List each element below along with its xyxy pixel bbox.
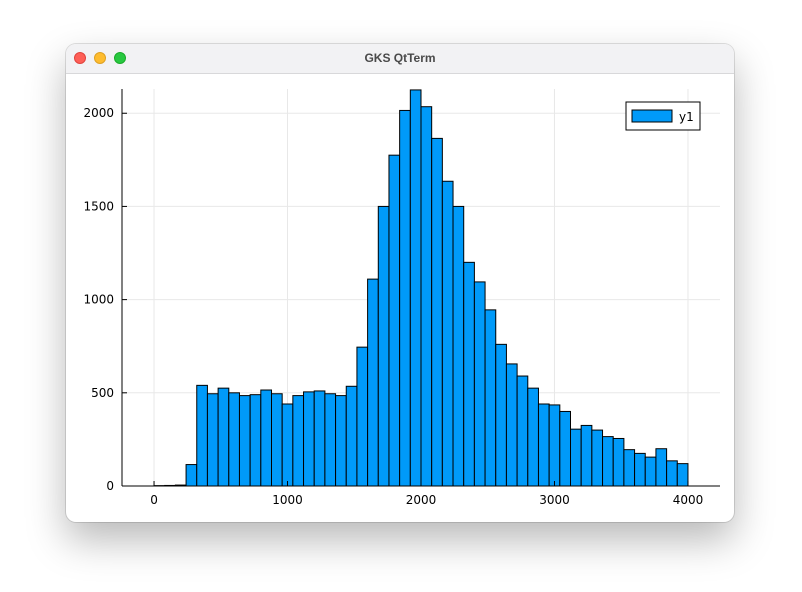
- histogram-bar: [206, 393, 219, 487]
- histogram-bar: [431, 137, 443, 487]
- histogram-bar: [335, 395, 347, 487]
- y-tick-label: 2000: [83, 106, 114, 120]
- histogram-bar: [367, 278, 379, 487]
- x-tick-label: 4000: [673, 493, 704, 507]
- histogram-bar: [217, 387, 230, 487]
- histogram-bar: [602, 436, 614, 487]
- histogram-bar: [516, 375, 529, 487]
- histogram-bar: [324, 393, 337, 487]
- minimize-button[interactable]: [94, 52, 106, 64]
- histogram-bar: [484, 309, 497, 487]
- histogram-bar: [196, 384, 208, 487]
- histogram-bar: [303, 391, 315, 487]
- histogram-bar: [473, 281, 486, 487]
- histogram-bar: [548, 404, 561, 487]
- histogram-bar: [399, 109, 411, 487]
- histogram-bar: [505, 363, 518, 487]
- histogram-bar: [666, 460, 678, 487]
- x-tick-label: 3000: [539, 493, 570, 507]
- histogram-bar: [356, 346, 369, 487]
- x-tick-label: 0: [150, 493, 158, 507]
- histogram-bar: [655, 448, 668, 487]
- legend-label: y1: [679, 110, 694, 124]
- histogram-bar: [634, 452, 646, 487]
- histogram-bar: [580, 424, 593, 487]
- histogram-bar: [537, 403, 550, 487]
- histogram-bar: [441, 180, 454, 487]
- histogram-bar: [676, 463, 689, 487]
- y-tick-label: 0: [106, 479, 114, 493]
- histogram-bar: [527, 387, 539, 487]
- y-tick-label: 1000: [83, 293, 114, 307]
- y-tick-label: 1500: [83, 199, 114, 213]
- histogram-bar: [313, 390, 326, 487]
- histogram-bar: [260, 389, 272, 487]
- histogram-bar: [644, 456, 657, 487]
- x-tick-label: 1000: [272, 493, 303, 507]
- histogram-bar: [463, 261, 475, 487]
- histogram-bar: [591, 429, 604, 487]
- histogram-chart: 0 1000 2000 3000 4000 0 500 1000 1500 2000 y1: [83, 89, 720, 507]
- histogram-bar: [612, 437, 625, 487]
- histogram-bar: [271, 393, 283, 487]
- histogram-bar: [228, 392, 240, 487]
- histogram-bar: [185, 464, 198, 487]
- histogram-bar: [292, 395, 305, 487]
- histogram-bar: [388, 154, 401, 487]
- histogram-bar: [452, 205, 465, 487]
- histogram-bar: [238, 395, 251, 487]
- close-button[interactable]: [74, 52, 86, 64]
- histogram-bar: [281, 403, 294, 487]
- histogram-bar: [420, 106, 433, 487]
- x-tick-label: 2000: [406, 493, 437, 507]
- legend-swatch: [631, 109, 673, 123]
- histogram-bar: [345, 385, 358, 487]
- histogram-bar: [409, 89, 422, 487]
- histogram-bar: [249, 394, 262, 487]
- y-tick-label: 500: [91, 386, 114, 400]
- histogram-bar: [377, 205, 390, 487]
- title-bar: GKS QtTerm: [66, 44, 734, 74]
- histogram-bar: [623, 449, 636, 487]
- histogram-bar: [559, 410, 572, 487]
- histogram-bar: [570, 428, 582, 487]
- histogram-bar: [495, 343, 507, 487]
- window-title: GKS QtTerm: [364, 51, 436, 65]
- plot-window: GKS QtTerm 0 1000 2000 3000 4000 0 500 1000 1500…: [66, 44, 734, 522]
- plot-area: 0 1000 2000 3000 4000 0 500 1000 1500 2000 y1: [66, 73, 734, 522]
- zoom-button[interactable]: [114, 52, 126, 64]
